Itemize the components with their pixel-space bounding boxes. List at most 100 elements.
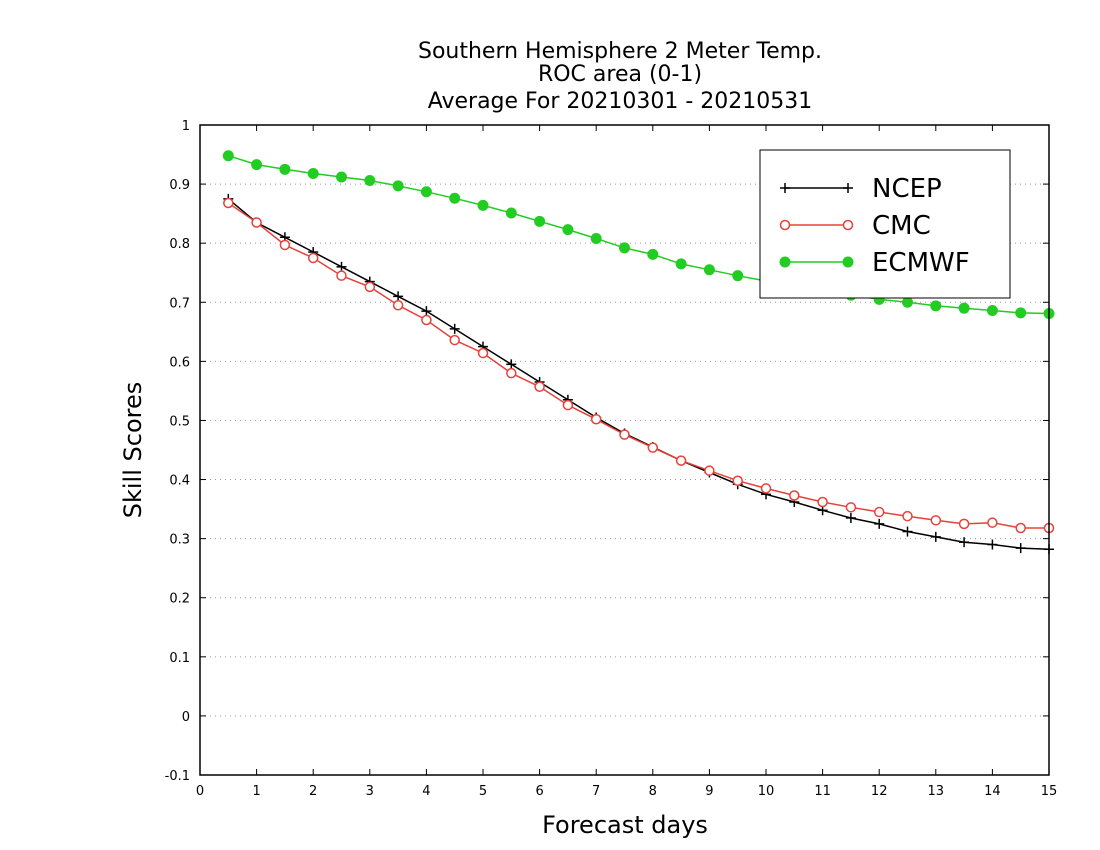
data-point-ecmwf: [703, 264, 715, 276]
data-point-ecmwf: [449, 192, 461, 204]
y-tick-label: 0.9: [169, 178, 190, 193]
data-point-ncep: [902, 526, 913, 537]
legend: NCEP CMC ECMWF: [759, 149, 1011, 299]
data-point-ecmwf: [364, 175, 376, 187]
data-point-cmc: [506, 367, 517, 379]
legend-item-ecmwf: ECMWF: [779, 248, 970, 278]
data-point-ecmwf: [902, 296, 913, 308]
y-tick-label: 0.7: [169, 296, 190, 311]
x-tick-label: 9: [705, 784, 713, 799]
data-point-ncep: [449, 323, 460, 334]
data-point-ncep: [959, 537, 970, 548]
data-point-cmc: [619, 429, 630, 440]
data-point-ecmwf: [505, 207, 517, 219]
data-point-cmc: [279, 239, 291, 251]
y-tick-label: 0.1: [169, 651, 190, 666]
y-tick-label: 0.4: [169, 474, 190, 489]
x-axis-label: Forecast days: [542, 811, 708, 839]
legend-label-ncep: NCEP: [872, 174, 942, 204]
series-cmc: [223, 197, 1055, 534]
legend-label-cmc: CMC: [872, 211, 931, 241]
series-line-ncep: [227, 198, 1050, 551]
data-point-ecmwf: [477, 199, 489, 211]
data-point-cmc: [1015, 522, 1026, 534]
data-point-ecmwf: [590, 232, 602, 244]
data-point-cmc: [873, 506, 885, 518]
data-point-cmc: [704, 465, 715, 476]
data-point-ecmwf: [279, 163, 291, 175]
data-point-ncep: [930, 531, 941, 542]
data-point-ecmwf: [619, 242, 630, 254]
y-axis-label: Skill Scores: [119, 382, 147, 519]
data-point-ecmwf: [930, 300, 942, 312]
x-tick-label: 4: [422, 784, 430, 799]
data-point-ncep: [987, 539, 998, 550]
chart-title: Southern Hemisphere 2 Meter Temp. ROC ar…: [418, 39, 822, 114]
data-point-cmc: [307, 252, 319, 264]
x-tick-label: 1: [252, 784, 260, 799]
legend-item-cmc: CMC: [779, 211, 931, 241]
data-point-ecmwf: [420, 186, 432, 198]
data-point-ecmwf: [534, 215, 546, 227]
data-point-ncep: [874, 518, 885, 529]
data-point-ecmwf: [986, 305, 998, 317]
x-tick-label: 2: [309, 784, 317, 799]
data-point-cmc: [449, 334, 460, 346]
data-point-cmc: [845, 502, 857, 513]
legend-item-ncep: NCEP: [780, 174, 942, 204]
legend-marker: [842, 219, 854, 231]
y-tick-label: 0.6: [169, 355, 190, 370]
y-tick-label: 0.5: [169, 414, 190, 429]
chart-title-line-3: Average For 20210301 - 20210531: [428, 89, 813, 114]
data-point-cmc: [760, 483, 772, 494]
y-tick-label: 0.8: [169, 237, 190, 252]
data-point-ecmwf: [958, 302, 970, 314]
series-ecmwf: [222, 150, 1055, 319]
data-point-cmc: [987, 517, 998, 528]
legend-label-ecmwf: ECMWF: [872, 248, 970, 278]
data-point-ncep: [421, 306, 432, 317]
x-tick-label: 3: [366, 784, 374, 799]
data-point-cmc: [590, 414, 602, 425]
data-point-cmc: [902, 510, 913, 522]
data-point-ncep: [1015, 543, 1026, 554]
data-point-cmc: [364, 281, 376, 293]
data-point-cmc: [789, 490, 800, 501]
x-tick-label: 8: [649, 784, 657, 799]
plot-frame: [199, 124, 1050, 776]
data-point-ecmwf: [307, 167, 319, 179]
data-point-cmc: [421, 314, 432, 326]
data-point-cmc: [223, 197, 234, 209]
data-point-cmc: [534, 381, 545, 393]
legend-marker: [843, 183, 853, 193]
data-point-ecmwf: [392, 180, 404, 192]
legend-marker: [779, 256, 791, 268]
y-tick-label: 0.3: [169, 533, 190, 548]
y-tick-label: 0: [182, 710, 190, 725]
legend-box: [759, 149, 1011, 299]
x-tick-label: 0: [196, 784, 204, 799]
data-point-cmc: [477, 347, 489, 359]
data-point-ecmwf: [1015, 307, 1027, 319]
data-point-ecmwf: [222, 150, 234, 162]
data-point-cmc: [336, 270, 347, 281]
x-tick-label: 15: [1041, 784, 1058, 799]
data-point-ecmwf: [647, 248, 659, 260]
x-tick-label: 7: [592, 784, 600, 799]
data-point-ecmwf: [251, 159, 263, 171]
x-tick-label: 5: [479, 784, 487, 799]
x-tick-label: 14: [984, 784, 1001, 799]
x-tick-label: 11: [814, 784, 831, 799]
y-tick-label: 1: [182, 119, 190, 134]
series: [222, 150, 1055, 555]
data-point-ecmwf: [675, 258, 687, 270]
x-tick-label: 6: [535, 784, 543, 799]
data-point-ncep: [845, 512, 856, 523]
legend-marker: [842, 256, 854, 268]
data-point-cmc: [647, 442, 659, 453]
chart-title-line-1: Southern Hemisphere 2 Meter Temp.: [418, 39, 822, 64]
data-point-ncep: [336, 261, 347, 272]
legend-marker: [779, 219, 791, 231]
